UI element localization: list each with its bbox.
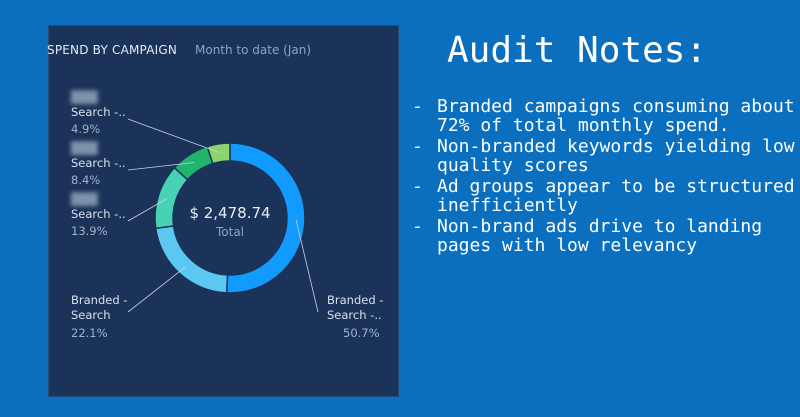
donut-slice[interactable] (154, 166, 189, 230)
donut-slice[interactable] (206, 142, 231, 165)
chart-subtitle[interactable]: Month to date (Jan) (195, 43, 312, 57)
slice-label: Branded - (327, 293, 383, 307)
slice-percent-label: 8.4% (71, 173, 100, 187)
leader-line (127, 198, 168, 222)
note-item: Branded campaigns consuming about 72% of… (412, 97, 797, 135)
blurred-label: ███ (70, 90, 98, 104)
slice-percent-label: 22.1% (71, 326, 108, 340)
note-item: Ad groups appear to be structured ineffi… (412, 177, 797, 215)
donut-slice[interactable] (225, 142, 306, 294)
slice-labels: Branded -Search -..50.7%Branded -Search2… (70, 90, 383, 340)
leader-line (127, 162, 195, 171)
slice-label: Search -.. (327, 308, 382, 322)
blurred-label: ███ (70, 192, 98, 206)
slice-label: Branded - (71, 293, 127, 307)
chart-title: SPEND BY CAMPAIGN (47, 43, 178, 57)
slice-label: Search -.. (71, 105, 126, 119)
donut-slices (154, 142, 306, 294)
slice-percent-label: 50.7% (343, 326, 380, 340)
leader-line (127, 266, 186, 313)
notes-title: Audit Notes: (447, 30, 708, 71)
center-total-value: $ 2,478.74 (189, 204, 270, 222)
slice-percent-label: 4.9% (71, 122, 100, 136)
leader-line (295, 219, 319, 313)
chart-card (49, 26, 398, 396)
notes-list: Branded campaigns consuming about 72% of… (412, 97, 797, 257)
slice-label: Search -.. (71, 207, 126, 221)
blurred-label: ███ (70, 141, 98, 155)
center-total-label: Total (215, 225, 244, 239)
note-item: Non-brand ads drive to landing pages wit… (412, 217, 797, 255)
slice-percent-label: 13.9% (71, 224, 108, 238)
leader-lines (127, 118, 319, 313)
note-item: Non-branded keywords yielding low qualit… (412, 137, 797, 175)
slice-label: Search (71, 308, 111, 322)
slice-label: Search -.. (71, 156, 126, 170)
leader-line (127, 118, 221, 154)
